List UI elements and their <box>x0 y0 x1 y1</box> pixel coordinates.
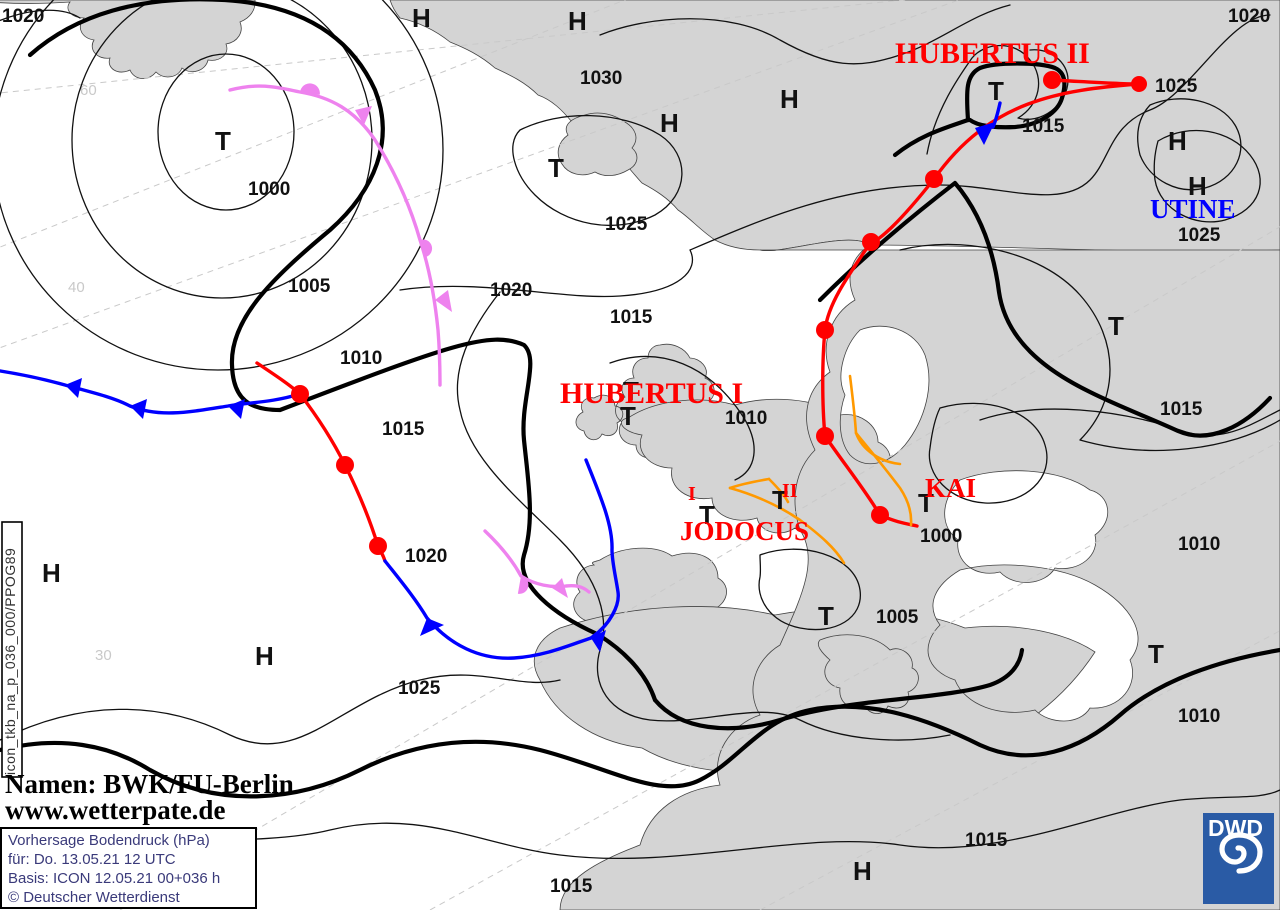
svg-text:T: T <box>988 76 1004 106</box>
svg-text:Vorhersage Bodendruck (hPa): Vorhersage Bodendruck (hPa) <box>8 832 210 849</box>
svg-text:JODOCUS: JODOCUS <box>680 516 809 546</box>
svg-text:1015: 1015 <box>610 307 653 328</box>
svg-text:1025: 1025 <box>1178 225 1221 246</box>
svg-text:60: 60 <box>80 82 97 99</box>
svg-text:H: H <box>412 3 431 33</box>
svg-text:1015: 1015 <box>1022 116 1065 137</box>
svg-text:© Deutscher Wetterdienst: © Deutscher Wetterdienst <box>8 889 181 906</box>
svg-text:H: H <box>853 856 872 886</box>
svg-text:1010: 1010 <box>1178 534 1220 555</box>
svg-text:I: I <box>688 483 696 505</box>
svg-text:1025: 1025 <box>398 678 441 699</box>
svg-text:1020: 1020 <box>405 546 447 567</box>
svg-text:Basis: ICON 12.05.21 00+036 h: Basis: ICON 12.05.21 00+036 h <box>8 870 220 887</box>
svg-text:T: T <box>215 126 231 156</box>
svg-text:HUBERTUS II: HUBERTUS II <box>895 37 1090 70</box>
svg-text:für: Do. 13.05.21 12 UTC: für: Do. 13.05.21 12 UTC <box>8 851 176 868</box>
svg-text:H: H <box>42 558 61 588</box>
svg-text:1005: 1005 <box>288 276 331 297</box>
svg-text:1020: 1020 <box>2 6 44 27</box>
svg-text:1010: 1010 <box>725 408 767 429</box>
svg-text:30: 30 <box>95 647 112 664</box>
svg-text:1000: 1000 <box>920 526 962 547</box>
svg-text:1015: 1015 <box>1160 399 1203 420</box>
svg-text:1020: 1020 <box>490 280 532 301</box>
svg-text:1000: 1000 <box>248 179 290 200</box>
svg-text:UTINE: UTINE <box>1150 194 1236 224</box>
svg-text:1025: 1025 <box>1155 76 1198 97</box>
svg-text:40: 40 <box>68 279 85 296</box>
svg-text:1015: 1015 <box>382 419 425 440</box>
svg-text:www.wetterpate.de: www.wetterpate.de <box>5 795 225 825</box>
svg-text:H: H <box>660 108 679 138</box>
svg-text:1010: 1010 <box>340 348 382 369</box>
svg-text:T: T <box>818 601 834 631</box>
svg-text:H: H <box>780 84 799 114</box>
svg-text:1030: 1030 <box>580 68 622 89</box>
svg-text:H: H <box>568 6 587 36</box>
svg-text:1015: 1015 <box>550 876 593 897</box>
svg-text:T: T <box>548 153 564 183</box>
svg-text:1010: 1010 <box>1178 706 1220 727</box>
svg-text:1025: 1025 <box>605 214 648 235</box>
svg-text:II: II <box>782 480 798 502</box>
svg-text:1005: 1005 <box>876 607 919 628</box>
svg-text:H: H <box>255 641 274 671</box>
svg-text:H: H <box>1168 126 1187 156</box>
svg-text:1020: 1020 <box>1228 6 1270 27</box>
svg-text:T: T <box>1148 639 1164 669</box>
svg-text:T: T <box>1108 311 1124 341</box>
svg-text:1015: 1015 <box>965 830 1008 851</box>
svg-text:HUBERTUS I: HUBERTUS I <box>560 377 743 410</box>
svg-text:icon_tkb_na_p_036_000/PPOG89: icon_tkb_na_p_036_000/PPOG89 <box>2 548 18 775</box>
svg-text:KAI: KAI <box>925 473 976 503</box>
